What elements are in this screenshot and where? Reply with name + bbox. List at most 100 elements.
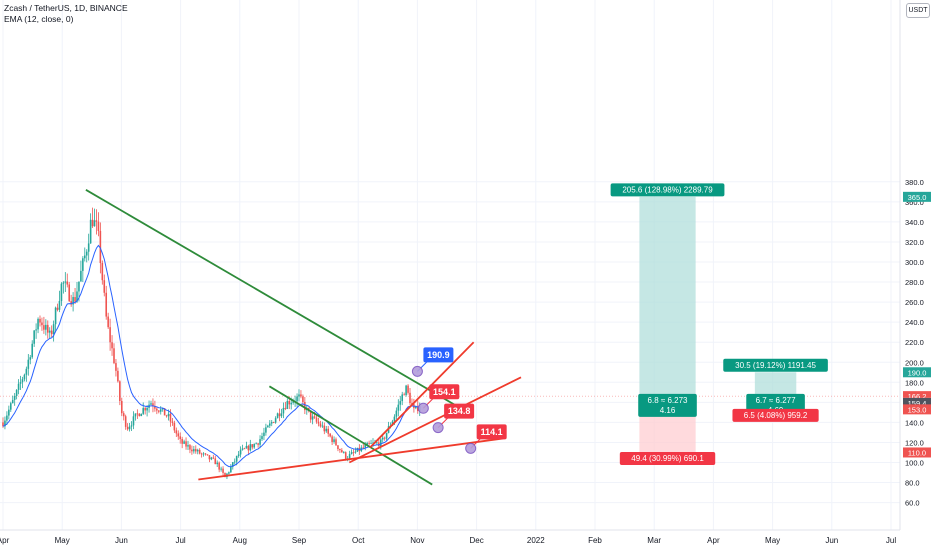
callout-box[interactable] bbox=[476, 424, 507, 440]
trendline-green[interactable] bbox=[268, 385, 433, 486]
price-badge[interactable] bbox=[903, 397, 931, 408]
candle-body bbox=[138, 413, 141, 417]
candle-body bbox=[183, 441, 185, 444]
candle-body bbox=[19, 382, 22, 384]
candle-body bbox=[6, 415, 8, 421]
callout-box[interactable] bbox=[429, 384, 460, 400]
price-badge[interactable] bbox=[903, 191, 931, 202]
candle-body bbox=[286, 401, 289, 409]
candle-body bbox=[41, 322, 43, 326]
time-tick-label: Dec bbox=[469, 536, 483, 545]
trendline-green[interactable] bbox=[85, 189, 469, 414]
time-axis-bg bbox=[0, 530, 932, 550]
trendline-red[interactable] bbox=[198, 437, 504, 481]
candle-body bbox=[17, 383, 20, 390]
candle-body bbox=[87, 243, 90, 252]
candle-body bbox=[212, 457, 215, 459]
candle-body bbox=[210, 457, 213, 460]
candle-body bbox=[27, 359, 30, 369]
price-badge-label: 110.0 bbox=[908, 448, 926, 457]
candle-body bbox=[144, 408, 146, 411]
price-badge[interactable] bbox=[903, 447, 931, 458]
callout-anchor[interactable] bbox=[465, 442, 477, 454]
candle-body bbox=[117, 370, 119, 382]
target-zone bbox=[639, 196, 696, 403]
candle-body bbox=[385, 432, 388, 439]
candle-body bbox=[204, 453, 207, 455]
candle-body bbox=[120, 400, 123, 414]
target-label-bg bbox=[723, 358, 828, 372]
candle-body bbox=[257, 443, 259, 445]
candle-body bbox=[337, 445, 339, 450]
candle-body bbox=[175, 430, 178, 434]
candle-body bbox=[179, 436, 182, 440]
candle-body bbox=[163, 408, 166, 416]
callout-label: 114.1 bbox=[481, 427, 503, 437]
candle-body bbox=[101, 263, 104, 281]
candle-body bbox=[66, 281, 69, 285]
candle-body bbox=[224, 472, 226, 478]
trendline-red[interactable] bbox=[369, 341, 475, 449]
candle-body bbox=[193, 449, 195, 452]
callout-box[interactable] bbox=[444, 403, 475, 419]
price-tick-label: 140.0 bbox=[905, 418, 924, 427]
candle-body bbox=[251, 444, 254, 448]
price-tick-label: 80.0 bbox=[905, 479, 920, 488]
candle-body bbox=[50, 330, 53, 335]
candle-body bbox=[154, 406, 156, 409]
entry-label: 4.16 bbox=[660, 406, 676, 415]
candle-body bbox=[313, 416, 316, 418]
candle-body bbox=[329, 433, 331, 437]
candle-body bbox=[161, 408, 164, 410]
candle-body bbox=[200, 453, 203, 455]
candle-body bbox=[253, 443, 256, 448]
candle-body bbox=[46, 324, 49, 333]
candle-body bbox=[218, 462, 220, 470]
candle-body bbox=[341, 450, 343, 453]
price-tick-label: 360.0 bbox=[905, 198, 924, 207]
price-badge-label: 153.0 bbox=[908, 405, 927, 414]
stop-label-bg bbox=[732, 408, 819, 422]
price-axis[interactable]: 60.080.0100.0120.0140.0160.0180.0200.022… bbox=[899, 0, 932, 530]
candle-body bbox=[354, 451, 357, 453]
candle-body bbox=[350, 452, 353, 455]
price-tick-label: 320.0 bbox=[905, 238, 924, 247]
candle-body bbox=[311, 416, 314, 420]
candle-body bbox=[249, 444, 252, 451]
candle-body bbox=[399, 401, 402, 405]
candle-body bbox=[156, 408, 158, 411]
price-callouts[interactable]: 190.9 154.1 134.8 114.1 bbox=[411, 347, 507, 454]
candle-body bbox=[407, 385, 409, 393]
candle-body bbox=[278, 413, 281, 417]
price-tick-label: 120.0 bbox=[905, 438, 924, 447]
callout-anchor[interactable] bbox=[411, 365, 423, 377]
candle-body bbox=[231, 462, 234, 467]
candle-body bbox=[315, 417, 318, 422]
candle-body bbox=[194, 449, 197, 452]
candle-body bbox=[48, 330, 51, 333]
trendline-red[interactable] bbox=[348, 376, 522, 464]
callout-box[interactable] bbox=[423, 347, 454, 363]
currency-badge[interactable]: USDT bbox=[906, 3, 930, 18]
candle-body bbox=[325, 428, 328, 432]
price-badge[interactable] bbox=[903, 391, 931, 402]
candle-body bbox=[344, 452, 347, 459]
candle-body bbox=[173, 422, 176, 431]
candle-body bbox=[284, 407, 287, 409]
time-axis[interactable]: Apr May Jun Jul Aug Sep Oct Nov Dec 2022 Feb Mar Apr… bbox=[0, 529, 932, 550]
candle-body bbox=[368, 443, 370, 444]
price-badge[interactable] bbox=[903, 367, 931, 378]
candle-body bbox=[39, 318, 41, 323]
price-badge[interactable] bbox=[903, 404, 931, 415]
candle-body bbox=[376, 442, 378, 444]
candle-body bbox=[185, 441, 187, 447]
candle-body bbox=[85, 251, 88, 256]
callout-anchor[interactable] bbox=[417, 402, 429, 414]
candle-body bbox=[25, 368, 28, 375]
candle-body bbox=[263, 432, 265, 437]
candle-body bbox=[95, 220, 98, 222]
candle-body bbox=[109, 327, 111, 343]
trendlines[interactable] bbox=[85, 189, 522, 486]
callout-anchor[interactable] bbox=[432, 422, 444, 434]
